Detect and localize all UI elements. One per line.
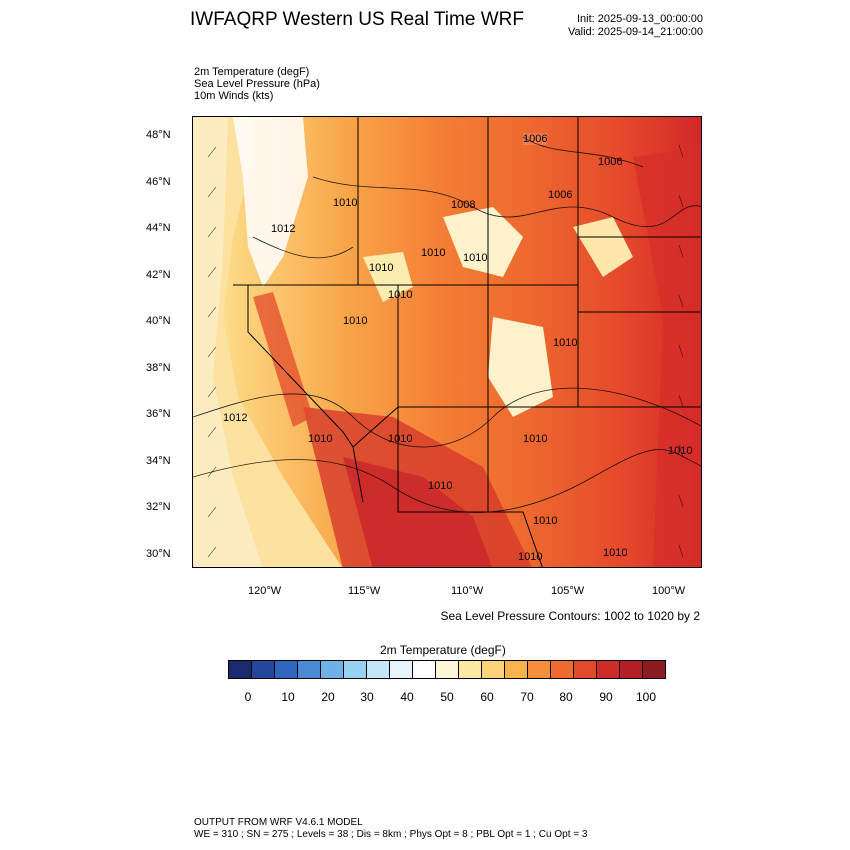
lon-label: 110°W <box>451 585 484 597</box>
field-label-winds: 10m Winds (kts) <box>194 90 274 102</box>
wind-barbs <box>207 144 684 558</box>
pressure-label: 1010 <box>308 433 333 445</box>
colorbar <box>228 660 666 679</box>
colorbar-swatch <box>574 661 597 678</box>
pressure-label: 1012 <box>271 223 296 235</box>
colorbar-label: 50 <box>440 690 454 704</box>
cool-region-colorado <box>488 317 553 417</box>
pressure-label: 1010 <box>463 252 488 264</box>
lat-label: 34°N <box>146 455 171 467</box>
hot-region-central-valley <box>253 292 313 427</box>
colorbar-swatch <box>620 661 643 678</box>
footer: OUTPUT FROM WRF V4.6.1 MODEL WE = 310 ; … <box>194 817 587 841</box>
pressure-label: 1010 <box>388 433 413 445</box>
cool-region-idaho <box>363 252 413 302</box>
field-label-pressure: Sea Level Pressure (hPa) <box>194 78 320 90</box>
pressure-label: 1010 <box>333 197 358 209</box>
colorbar-label: 60 <box>480 690 494 704</box>
map-canvas <box>193 117 701 567</box>
pressure-label: 1010 <box>388 289 413 301</box>
cool-region-blackhills <box>573 217 633 277</box>
lon-label: 100°W <box>652 585 686 597</box>
map-panel: 1006 1006 1008 1006 1010 1012 1010 1010 … <box>192 116 702 568</box>
cool-region-yellowstone <box>443 207 523 277</box>
lat-label: 42°N <box>146 269 171 281</box>
coastal-cool-zone <box>193 117 342 567</box>
colorbar-label: 90 <box>599 690 613 704</box>
footer-settings: WE = 310 ; SN = 275 ; Levels = 38 ; Dis … <box>194 829 588 840</box>
colorbar-swatch <box>482 661 505 678</box>
lon-label: 105°W <box>551 585 585 597</box>
pressure-label: 1006 <box>598 156 623 168</box>
pressure-label: 1010 <box>603 547 628 559</box>
plot-title: IWFAQRP Western US Real Time WRF <box>190 9 524 30</box>
colorbar-label: 100 <box>635 690 657 704</box>
colorbar-swatch <box>436 661 459 678</box>
colorbar-swatch <box>459 661 482 678</box>
lon-label: 115°W <box>348 585 381 597</box>
init-time: Init: 2025-09-13_00:00:00 <box>577 13 703 25</box>
colorbar-swatch <box>643 661 665 678</box>
pressure-label: 1010 <box>428 480 453 492</box>
pressure-label: 1010 <box>668 445 693 457</box>
colorbar-swatch <box>252 661 275 678</box>
pressure-label: 1006 <box>523 133 548 145</box>
pressure-label: 1010 <box>343 315 368 327</box>
lat-label: 48°N <box>146 129 171 141</box>
lon-label: 120°W <box>248 585 282 597</box>
colorbar-swatch <box>229 661 252 678</box>
colorbar-label: 20 <box>321 690 335 704</box>
colorbar-swatch <box>597 661 620 678</box>
colorbar-swatch <box>321 661 344 678</box>
pressure-label: 1008 <box>451 199 476 211</box>
pressure-label: 1006 <box>548 189 573 201</box>
time-info: Init: 2025-09-13_00:00:00 Valid: 2025-09… <box>568 13 703 39</box>
pressure-label: 1010 <box>421 247 446 259</box>
colorbar-label: 10 <box>281 690 295 704</box>
cool-region-northwest <box>233 117 308 287</box>
colorbar-swatch <box>298 661 321 678</box>
lat-label: 40°N <box>146 315 171 327</box>
colorbar-swatch <box>390 661 413 678</box>
colorbar-swatch <box>528 661 551 678</box>
colorbar-label: 30 <box>360 690 374 704</box>
lat-label: 30°N <box>146 548 171 560</box>
lat-label: 38°N <box>146 362 171 374</box>
ocean-zone <box>193 117 263 567</box>
lat-label: 36°N <box>146 408 171 420</box>
colorbar-swatch <box>505 661 528 678</box>
pressure-contours <box>193 136 701 513</box>
pressure-label: 1010 <box>369 262 394 274</box>
colorbar-label: 40 <box>400 690 414 704</box>
contour-info: Sea Level Pressure Contours: 1002 to 102… <box>440 609 701 623</box>
pressure-label: 1010 <box>518 551 543 563</box>
hot-region-plains <box>633 147 701 567</box>
colorbar-label: 0 <box>244 690 252 704</box>
colorbar-label: 70 <box>520 690 534 704</box>
pressure-label: 1012 <box>223 412 248 424</box>
field-label-temperature: 2m Temperature (degF) <box>194 66 310 78</box>
colorbar-label: 80 <box>559 690 573 704</box>
lat-label: 32°N <box>146 501 171 513</box>
colorbar-swatch <box>551 661 574 678</box>
valid-time: Valid: 2025-09-14_21:00:00 <box>568 26 703 38</box>
footer-model: OUTPUT FROM WRF V4.6.1 MODEL <box>194 817 363 828</box>
lat-label: 44°N <box>146 222 171 234</box>
colorbar-swatch <box>367 661 390 678</box>
colorbar-swatch <box>413 661 436 678</box>
state-borders <box>233 117 701 567</box>
colorbar-swatch <box>275 661 298 678</box>
pressure-label: 1010 <box>533 515 558 527</box>
colorbar-swatch <box>344 661 367 678</box>
lat-label: 46°N <box>146 176 171 188</box>
pressure-label: 1010 <box>553 337 578 349</box>
colorbar-title: 2m Temperature (degF) <box>380 643 506 657</box>
pressure-label: 1010 <box>523 433 548 445</box>
